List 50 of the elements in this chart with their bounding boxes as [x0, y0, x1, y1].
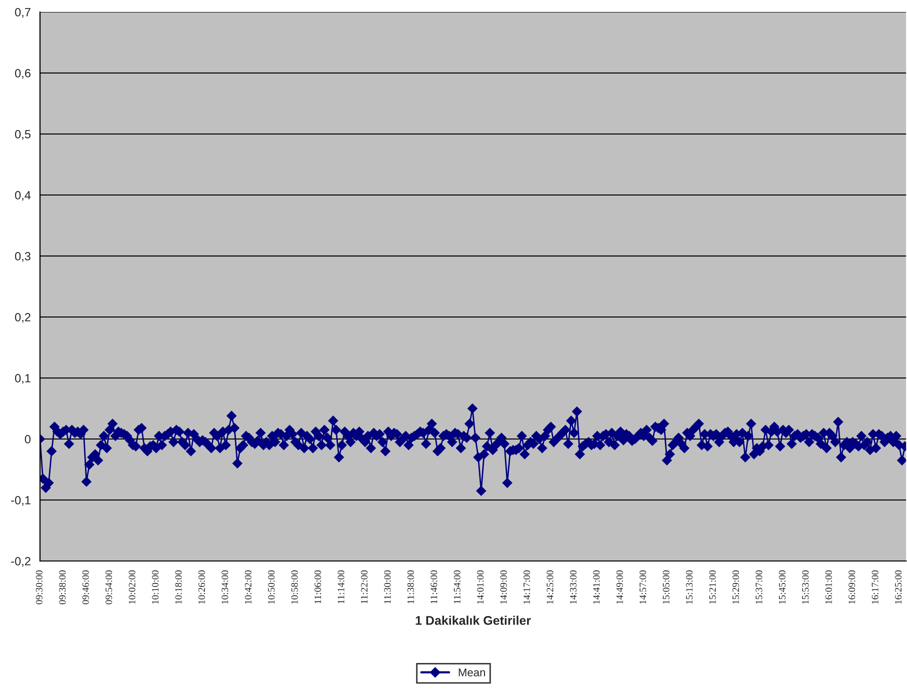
x-tick-label: 15:53:00 — [802, 570, 809, 604]
x-tick-label: 14:57:00 — [640, 570, 646, 604]
x-tick-label: 15:21:00 — [709, 570, 716, 604]
y-tick-label: 0,2 — [15, 313, 30, 323]
x-tick-label: 10:18:00 — [175, 570, 182, 604]
x-tick-label: 10:10:00 — [152, 570, 159, 604]
x-tick-label: 10:26:00 — [198, 570, 206, 604]
x-tick-label: 14:49:00 — [616, 570, 623, 604]
x-tick-label: 15:37:00 — [756, 570, 762, 604]
x-axis-title: 1 Dakikalık Getiriler — [416, 616, 531, 625]
x-tick-label: 11:46:00 — [430, 570, 438, 604]
x-tick-label: 16:17:00 — [872, 570, 878, 604]
x-tick-label: 11:30:00 — [384, 570, 391, 604]
x-tick-label: 10:34:00 — [222, 570, 228, 604]
x-tick-label: 14:33:00 — [570, 570, 577, 604]
x-tick-label: 15:05:00 — [662, 570, 670, 604]
x-tick-label: 09:38:00 — [59, 570, 66, 604]
y-tick-label: 0,4 — [15, 191, 31, 201]
x-tick-label: 11:06:00 — [314, 570, 322, 604]
x-tick-label: 09:54:00 — [106, 570, 112, 604]
y-tick-label: 0 — [24, 435, 31, 444]
x-tick-label: 10:42:00 — [244, 570, 252, 604]
x-tick-label: 14:01:00 — [477, 570, 484, 604]
x-tick-label: 16:09:00 — [848, 570, 856, 604]
y-tick-label: 0,5 — [15, 130, 30, 140]
legend-label: Mean — [458, 668, 486, 676]
x-tick-label: 11:14:00 — [338, 570, 344, 604]
x-tick-label: 16:25:00 — [895, 570, 902, 604]
x-tick-label: 14:25:00 — [546, 570, 554, 604]
y-tick-label: 0,6 — [15, 69, 30, 79]
x-tick-label: 10:50:00 — [268, 570, 275, 604]
x-tick-label: 15:45:00 — [778, 570, 786, 604]
y-tick-label: 0,1 — [15, 374, 30, 384]
y-tick-label: 0,7 — [15, 8, 30, 18]
y-tick-label: 0,3 — [15, 252, 30, 262]
x-tick-label: 15:13:00 — [686, 570, 693, 604]
x-tick-label: 16:01:00 — [825, 570, 832, 604]
x-tick-label: 14:17:00 — [523, 570, 530, 604]
x-tick-label: 11:38:00 — [407, 570, 414, 604]
y-tick-label: -0,2 — [11, 557, 30, 567]
x-tick-label: 10:02:00 — [128, 570, 136, 604]
x-tick-label: 14:41:00 — [593, 570, 600, 604]
x-tick-label: 09:46:00 — [82, 570, 89, 604]
x-tick-label: 14:09:00 — [500, 570, 507, 604]
x-tick-label: 11:54:00 — [454, 570, 460, 604]
x-tick-label: 15:29:00 — [732, 570, 740, 604]
x-tick-label: 11:22:00 — [360, 570, 368, 604]
x-tick-label: 09:30:00 — [36, 570, 42, 604]
x-tick-label: 10:58:00 — [291, 570, 298, 604]
y-tick-label: -0,1 — [11, 496, 30, 506]
